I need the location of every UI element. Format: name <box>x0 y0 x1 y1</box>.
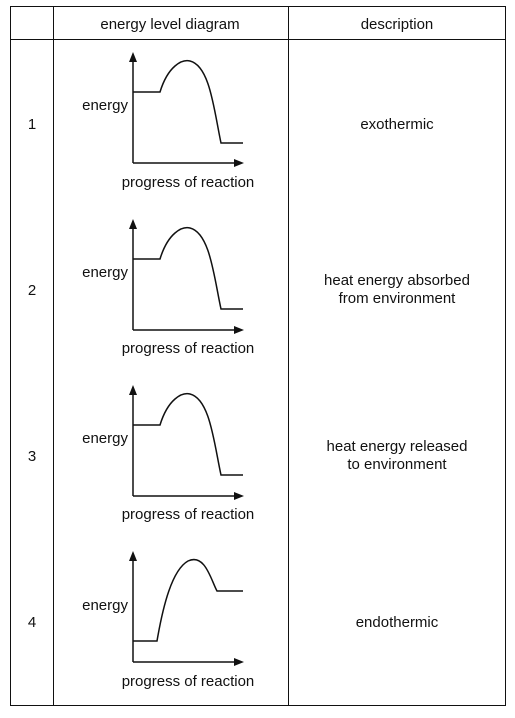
x-axis-arrow-icon <box>234 159 244 167</box>
row-number: 2 <box>28 282 36 299</box>
table-grid <box>10 6 506 706</box>
row-description: exothermic <box>360 116 434 133</box>
x-axis-arrow-icon <box>234 658 244 666</box>
row-number: 1 <box>28 116 36 133</box>
header-description: description <box>361 16 434 33</box>
table-row: 3 energy progress of reaction heat energ… <box>28 385 468 523</box>
x-axis-label: progress of reaction <box>122 673 255 690</box>
x-axis-label: progress of reaction <box>122 340 255 357</box>
x-axis-label: progress of reaction <box>122 506 255 523</box>
row-number: 4 <box>28 614 36 631</box>
energy-diagram: energy progress of reaction <box>82 385 254 523</box>
energy-diagram: energy progress of reaction <box>82 52 254 191</box>
energy-profile-curve <box>133 558 243 642</box>
row-description-line: heat energy absorbed <box>324 272 470 289</box>
y-axis-arrow-icon <box>129 551 137 561</box>
row-description-line: to environment <box>347 456 447 473</box>
y-axis-arrow-icon <box>129 219 137 229</box>
table-border <box>10 6 506 706</box>
energy-diagram: energy progress of reaction <box>82 551 254 690</box>
energy-profile-curve <box>133 226 243 310</box>
header-diagram: energy level diagram <box>100 16 239 33</box>
table-row: 1 energy progress of reaction exothermic <box>28 52 434 191</box>
energy-profile-curve <box>133 59 243 144</box>
row-description-line: from environment <box>339 290 457 307</box>
y-axis-label: energy <box>82 597 128 614</box>
x-axis-arrow-icon <box>234 492 244 500</box>
y-axis-arrow-icon <box>129 385 137 395</box>
x-axis-label: progress of reaction <box>122 174 255 191</box>
row-description-line: heat energy released <box>327 438 468 455</box>
row-description: endothermic <box>356 614 439 631</box>
y-axis-label: energy <box>82 430 128 447</box>
x-axis-arrow-icon <box>234 326 244 334</box>
y-axis-arrow-icon <box>129 52 137 62</box>
table-row: 4 energy progress of reaction endothermi… <box>28 551 439 690</box>
y-axis-label: energy <box>82 97 128 114</box>
row-number: 3 <box>28 448 36 465</box>
y-axis-label: energy <box>82 264 128 281</box>
energy-profile-curve <box>133 392 243 476</box>
table-row: 2 energy progress of reaction heat energ… <box>28 219 470 357</box>
energy-diagram: energy progress of reaction <box>82 219 254 357</box>
